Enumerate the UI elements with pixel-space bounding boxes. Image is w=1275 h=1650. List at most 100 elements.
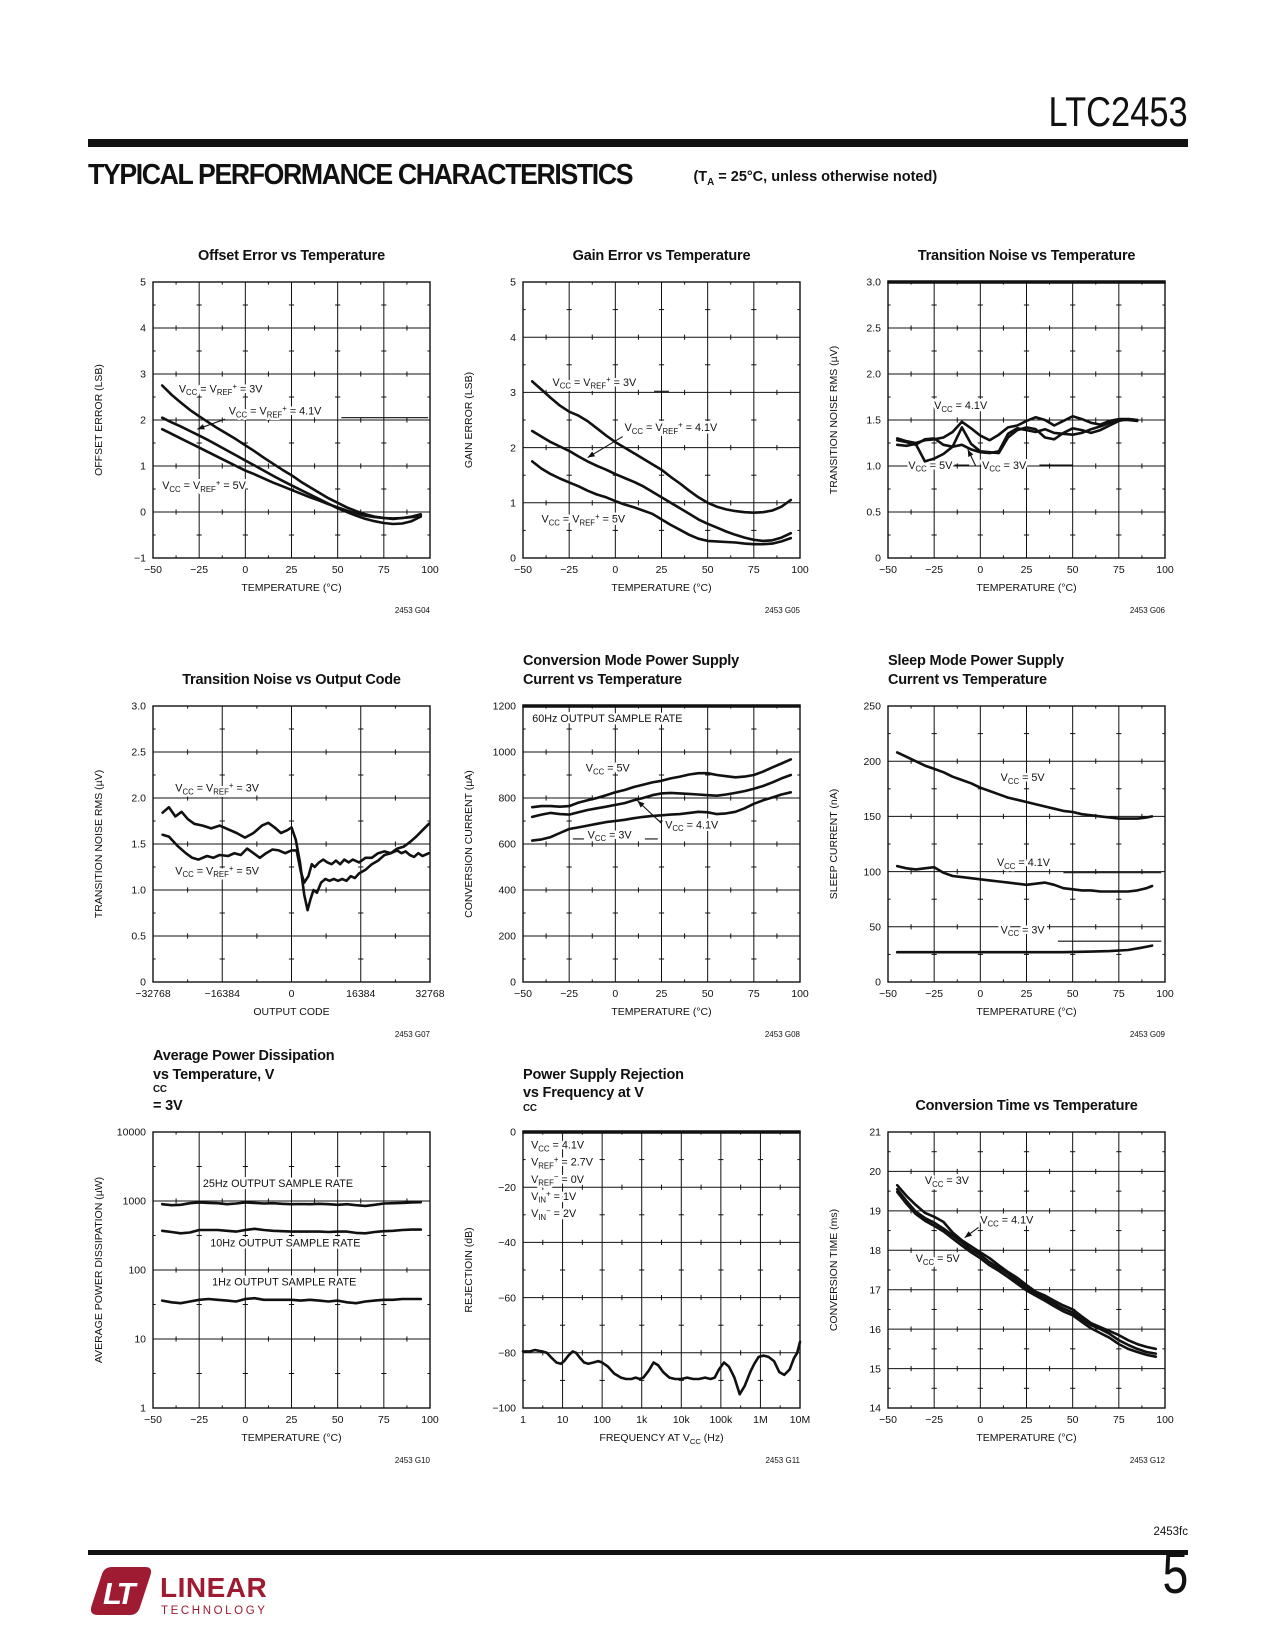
chart-g07-title: Transition Noise vs Output Code <box>182 672 401 689</box>
svg-text:−32768: −32768 <box>135 988 170 1000</box>
chart-g06-series-2 <box>895 417 1139 455</box>
svg-text:1: 1 <box>510 498 516 510</box>
chart-g09-title: Sleep Mode Power Supply Current vs Temper… <box>888 653 1064 689</box>
svg-text:75: 75 <box>378 564 390 576</box>
svg-text:19: 19 <box>869 1206 881 1218</box>
svg-text:VCC = 3V: VCC = 3V <box>925 1175 970 1189</box>
svg-text:75: 75 <box>748 564 760 576</box>
chart-g10-series-2 <box>160 1296 423 1305</box>
chart-g12-title: Conversion Time vs Temperature <box>915 1098 1138 1115</box>
svg-text:VCC = VREF+ = 5V: VCC = VREF+ = 5V <box>175 864 259 879</box>
svg-text:−50: −50 <box>879 564 897 576</box>
svg-text:100: 100 <box>593 1414 611 1426</box>
chart-g09-source: 2453 G09 <box>1130 1030 1166 1039</box>
svg-text:25: 25 <box>1021 1414 1033 1426</box>
svg-text:75: 75 <box>378 1414 390 1426</box>
svg-text:100: 100 <box>791 988 809 1000</box>
svg-text:25: 25 <box>656 564 668 576</box>
svg-text:100: 100 <box>421 1414 439 1426</box>
chart-g08-canvas: 60Hz OUTPUT SAMPLE RATE VCC = 5V VCC = 4.1… <box>463 701 809 1039</box>
svg-text:200: 200 <box>498 931 516 943</box>
svg-text:VCC = VREF+ = 4.1V: VCC = VREF+ = 4.1V <box>229 404 322 419</box>
svg-text:TEMPERATURE (°C): TEMPERATURE (°C) <box>241 582 341 594</box>
svg-text:1.0: 1.0 <box>866 461 881 473</box>
svg-text:0.5: 0.5 <box>131 931 146 943</box>
svg-text:0: 0 <box>242 1414 248 1426</box>
svg-text:VCC = 4.1V: VCC = 4.1V <box>980 1214 1034 1228</box>
chart-g05-canvas: VCC = VREF+ = 3V VCC = VREF+ = 4.1V VCC = … <box>463 277 809 615</box>
svg-text:75: 75 <box>1113 564 1125 576</box>
svg-text:50: 50 <box>332 564 344 576</box>
svg-text:CONVERSION TIME (ms): CONVERSION TIME (ms) <box>828 1209 840 1331</box>
svg-text:3: 3 <box>140 369 146 381</box>
svg-text:400: 400 <box>498 885 516 897</box>
svg-text:4: 4 <box>140 323 146 335</box>
footer-rule <box>88 1550 1188 1555</box>
svg-text:1: 1 <box>140 461 146 473</box>
chart-g11-source: 2453 G11 <box>765 1456 800 1465</box>
svg-text:VIN+ = 1V: VIN+ = 1V <box>531 1189 577 1204</box>
chart-g08-source: 2453 G08 <box>765 1030 801 1039</box>
svg-text:50: 50 <box>1067 988 1079 1000</box>
section-note: (TA = 25°C, unless otherwise noted) <box>693 169 938 188</box>
svg-text:−80: −80 <box>498 1348 516 1360</box>
svg-text:0: 0 <box>140 977 146 989</box>
svg-text:TEMPERATURE (°C): TEMPERATURE (°C) <box>241 1432 341 1444</box>
chart-g08-series-2 <box>530 791 793 842</box>
svg-text:TRANSITION NOISE RMS (µV): TRANSITION NOISE RMS (µV) <box>828 346 840 494</box>
svg-text:VCC = VREF+ = 3V: VCC = VREF+ = 3V <box>175 781 259 796</box>
chart-g08-title: Conversion Mode Power Supply Current vs T… <box>523 653 739 689</box>
svg-text:10000: 10000 <box>117 1127 146 1139</box>
svg-text:−100: −100 <box>492 1403 516 1415</box>
svg-text:3: 3 <box>510 387 516 399</box>
svg-text:75: 75 <box>1113 1414 1125 1426</box>
svg-text:10: 10 <box>134 1334 146 1346</box>
chart-g05-source: 2453 G05 <box>765 606 801 615</box>
svg-text:10: 10 <box>557 1414 569 1426</box>
svg-text:3.0: 3.0 <box>131 701 146 713</box>
svg-text:VIN− = 2V: VIN− = 2V <box>531 1206 577 1221</box>
lt-monogram-icon <box>90 1567 152 1615</box>
svg-text:VCC = 3V: VCC = 3V <box>588 829 633 843</box>
svg-text:25: 25 <box>286 564 298 576</box>
svg-text:GAIN ERROR (LSB): GAIN ERROR (LSB) <box>463 372 475 468</box>
svg-text:200: 200 <box>863 756 881 768</box>
svg-text:2.5: 2.5 <box>866 323 881 335</box>
svg-text:TEMPERATURE (°C): TEMPERATURE (°C) <box>976 1006 1076 1018</box>
svg-text:800: 800 <box>498 793 516 805</box>
chart-g10-title: Average Power Dissipation vs Temperature,… <box>153 1047 335 1115</box>
svg-text:−1: −1 <box>134 553 146 565</box>
svg-text:0.5: 0.5 <box>866 507 881 519</box>
svg-text:−50: −50 <box>879 988 897 1000</box>
chart-g07-series-0 <box>161 805 431 912</box>
part-number: LTC2453 <box>1048 88 1188 135</box>
chart-g12-source: 2453 G12 <box>1130 1456 1166 1465</box>
svg-text:60Hz OUTPUT SAMPLE RATE: 60Hz OUTPUT SAMPLE RATE <box>532 713 682 725</box>
svg-text:25: 25 <box>286 1414 298 1426</box>
svg-text:25Hz OUTPUT SAMPLE RATE: 25Hz OUTPUT SAMPLE RATE <box>203 1178 353 1190</box>
svg-text:16384: 16384 <box>346 988 375 1000</box>
chart-g07-source: 2453 G07 <box>395 1030 431 1039</box>
chart-g06-source: 2453 G06 <box>1130 606 1166 615</box>
svg-text:100: 100 <box>1156 988 1174 1000</box>
svg-text:−60: −60 <box>498 1292 516 1304</box>
chart-g04-series-1 <box>160 416 423 526</box>
svg-text:20: 20 <box>869 1166 881 1178</box>
svg-text:TEMPERATURE (°C): TEMPERATURE (°C) <box>611 582 711 594</box>
svg-text:3.0: 3.0 <box>866 277 881 289</box>
svg-text:VCC = 4.1V: VCC = 4.1V <box>997 857 1051 871</box>
svg-text:−50: −50 <box>144 1414 162 1426</box>
svg-text:0: 0 <box>510 553 516 565</box>
svg-text:SLEEP CURRENT (nA): SLEEP CURRENT (nA) <box>828 789 840 899</box>
svg-text:CONVERSION CURRENT (µA): CONVERSION CURRENT (µA) <box>463 770 475 918</box>
svg-text:75: 75 <box>748 988 760 1000</box>
svg-text:VCC = VREF+ = 4.1V: VCC = VREF+ = 4.1V <box>625 420 718 435</box>
logo-name2: TECHNOLOGY <box>161 1605 268 1617</box>
chart-g05-series-1 <box>530 429 793 543</box>
svg-text:−50: −50 <box>514 988 532 1000</box>
svg-text:250: 250 <box>863 701 881 713</box>
svg-text:100: 100 <box>421 564 439 576</box>
svg-text:0: 0 <box>510 1127 516 1139</box>
chart-g12-series-0 <box>895 1183 1158 1351</box>
